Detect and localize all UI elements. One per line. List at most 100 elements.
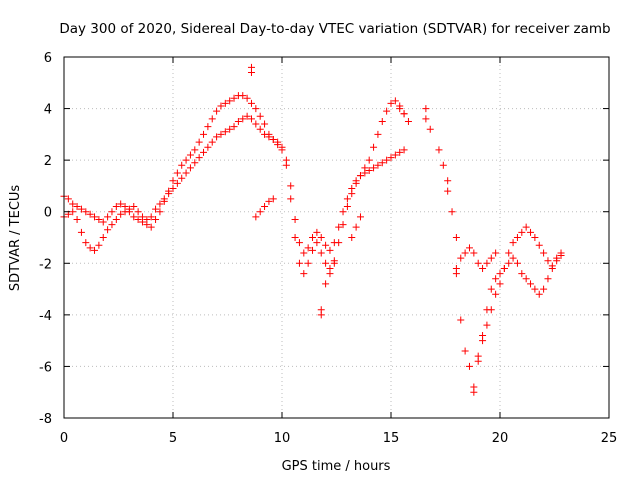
data-point [147,213,155,221]
data-point [535,290,543,298]
data-point [531,234,539,241]
y-tick-label: -4 [39,309,52,324]
data-point [291,234,299,241]
data-point [269,195,277,203]
y-tick-label: 2 [44,154,52,169]
data-point [461,347,469,355]
data-point [91,213,99,221]
data-point [256,125,264,133]
data-point [125,205,133,213]
data-point [452,264,460,272]
data-point [295,259,303,267]
data-point [95,241,103,249]
data-point [309,246,317,254]
data-point [444,187,452,195]
plot-frame [63,56,610,419]
data-point [304,244,312,252]
data-point [326,270,334,278]
data-point [474,352,482,360]
data-point [505,259,513,267]
data-point [182,156,190,164]
data-point [178,174,186,182]
data-point [439,161,447,169]
data-point [470,388,478,396]
data-point [130,203,138,211]
data-point [317,311,325,319]
data-point [339,208,347,216]
data-point [112,203,120,211]
y-axis-label: SDTVAR / TECUs [8,185,23,292]
data-point [383,156,391,164]
data-point [186,151,194,159]
data-point [82,239,90,247]
data-point [370,164,378,172]
data-point [173,169,181,177]
data-point [169,177,177,185]
data-point [387,99,395,107]
data-point [548,262,556,270]
data-point [226,97,234,105]
data-point [252,213,260,221]
y-tick-label: -6 [39,360,52,375]
data-point [261,130,269,138]
data-point [143,215,151,223]
x-tick-label: 5 [169,431,177,446]
data-point [99,218,107,226]
x-tick-label: 25 [601,431,618,446]
data-point [243,94,251,102]
data-point [182,169,190,177]
data-point [396,148,404,156]
data-point [505,249,513,257]
data-point [317,234,325,241]
data-point [300,249,308,257]
data-point [300,270,308,278]
y-tick-label: 4 [44,103,52,118]
data-point [500,264,508,272]
data-point [448,208,456,216]
data-point [522,223,530,231]
data-point [518,228,526,236]
data-point [77,205,85,213]
data-point [326,246,334,254]
y-tick-label: 0 [44,206,52,221]
x-tick-label: 0 [60,431,68,446]
data-point [492,249,500,257]
data-point [492,290,500,298]
data-point [370,143,378,151]
data-point [230,94,238,102]
data-point [73,215,81,223]
data-point [492,275,500,283]
data-point [479,337,487,345]
data-point [200,130,208,138]
data-point [95,215,103,223]
data-point [553,257,561,265]
data-point [221,99,229,107]
data-point [138,213,146,221]
data-point [112,215,120,223]
data-point [217,102,225,110]
data-point [540,285,548,293]
data-point [313,228,321,236]
data-point [322,241,330,249]
data-point [522,275,530,283]
data-point [256,208,264,216]
data-point [77,228,85,236]
data-point [117,210,125,218]
data-point [130,213,138,221]
data-point [152,205,160,213]
data-point [496,270,504,278]
data-point [470,249,478,257]
data-point [513,234,521,241]
data-point [391,151,399,159]
data-point [173,179,181,187]
data-point [208,115,216,123]
data-point [309,234,317,241]
data-point [322,259,330,267]
y-tick-label: -2 [39,257,52,272]
data-point [256,112,264,120]
data-point [252,120,260,128]
data-point [383,107,391,115]
data-point [330,239,338,247]
x-tick-label: 10 [274,431,291,446]
axis-ticks: 0 5 10 15 20 25 -8 -6 -4 -2 0 2 4 6 [39,51,617,446]
